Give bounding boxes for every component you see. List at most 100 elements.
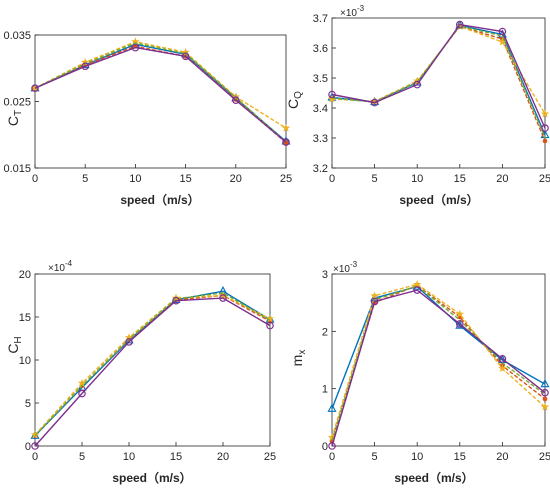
y-tick-label: 3.7 — [313, 13, 328, 25]
data-point-marker — [413, 286, 422, 294]
data-point-marker — [542, 138, 548, 144]
series-line — [34, 43, 287, 142]
data-point-marker — [265, 314, 275, 323]
y-axis-label: CT — [5, 110, 24, 126]
x-tick-label: 5 — [79, 451, 85, 463]
series-line — [331, 25, 546, 139]
y-tick-label: 10 — [19, 355, 31, 367]
series-line — [34, 297, 271, 447]
data-point-marker — [541, 388, 549, 397]
data-point-marker — [30, 430, 40, 439]
series-line — [34, 292, 271, 437]
y-tick-label: 3.2 — [313, 163, 328, 175]
x-tick-label: 15 — [454, 173, 466, 185]
multiplier-label: ×10-3 — [333, 260, 358, 275]
data-point-marker — [78, 389, 86, 398]
plot-area — [331, 17, 546, 169]
series-line — [331, 25, 546, 142]
data-point-marker — [540, 109, 550, 118]
x-tick-label: 20 — [230, 173, 242, 185]
data-point-marker — [77, 378, 87, 387]
x-tick-label: 5 — [372, 173, 378, 185]
series-line — [331, 23, 546, 129]
y-tick-label: 0 — [25, 441, 31, 453]
x-tick-label: 25 — [539, 173, 550, 185]
data-point-marker — [370, 291, 379, 300]
y-tick-label: 3.6 — [313, 43, 328, 55]
y-tick-label: 3.5 — [313, 73, 328, 85]
y-tick-label: 0 — [322, 441, 328, 453]
plot-area — [34, 34, 287, 169]
data-point-marker — [498, 364, 507, 373]
y-tick-label: 0.035 — [3, 30, 31, 42]
data-point-marker — [181, 52, 190, 61]
x-tick-label: 0 — [32, 451, 38, 463]
data-point-marker — [81, 57, 90, 66]
chart-mx: ×10-3 speed（m/s） mx 0 5 10 15 20 25 0 1 2 3 — [289, 260, 550, 485]
data-point-marker — [498, 27, 507, 36]
multiplier-label: ×10-4 — [48, 259, 73, 274]
x-tick-label: 0 — [329, 451, 335, 463]
x-axis-label: speed（m/s） — [112, 470, 191, 485]
data-point-marker — [413, 80, 422, 89]
data-point-marker — [232, 96, 240, 104]
data-point-marker — [455, 320, 464, 328]
data-point-marker — [498, 37, 507, 46]
y-tick-label: 5 — [25, 398, 31, 410]
x-tick-label: 20 — [217, 451, 229, 463]
data-point-marker — [455, 22, 464, 30]
x-tick-label: 0 — [329, 173, 335, 185]
x-tick-label: 25 — [280, 173, 292, 185]
data-point-marker — [81, 62, 90, 71]
y-axis-label: mx — [289, 350, 308, 367]
data-point-marker — [281, 123, 291, 132]
y-tick-label: 2 — [322, 326, 328, 338]
x-axis-label: speed（m/s） — [394, 470, 473, 485]
data-point-marker — [327, 433, 337, 441]
x-tick-label: 10 — [129, 173, 141, 185]
data-point-marker — [328, 90, 336, 99]
data-point-marker — [370, 297, 379, 306]
data-point-marker — [327, 403, 337, 412]
chart-ch: ×10-4 speed（m/s） CH 0 5 10 15 20 25 0 5 10 15 20 — [5, 259, 276, 485]
data-point-marker — [131, 37, 140, 46]
data-point-marker — [542, 396, 548, 402]
x-tick-label: 10 — [411, 173, 423, 185]
data-point-marker — [266, 321, 274, 330]
data-point-marker — [125, 338, 133, 346]
x-tick-label: 25 — [264, 451, 276, 463]
data-point-marker — [540, 402, 550, 411]
y-axis-label: CQ — [285, 91, 304, 109]
x-axis-label: speed（m/s） — [399, 192, 478, 207]
y-tick-label: 3 — [322, 269, 328, 281]
series-line — [34, 294, 271, 436]
chart-ct: speed（m/s） CT 0 5 10 15 20 25 0.015 0.025 0.035 — [3, 30, 292, 207]
x-tick-label: 10 — [411, 451, 423, 463]
series-line — [331, 283, 546, 438]
data-point-marker — [219, 294, 227, 302]
data-point-marker — [413, 76, 422, 85]
data-point-marker — [370, 97, 379, 105]
x-tick-label: 15 — [179, 173, 191, 185]
y-tick-label: 0.025 — [3, 97, 31, 109]
data-point-marker — [31, 84, 39, 93]
x-tick-label: 20 — [496, 173, 508, 185]
y-tick-label: 15 — [19, 312, 31, 324]
y-tick-label: 3.4 — [313, 103, 328, 115]
data-point-marker — [124, 333, 134, 342]
x-tick-label: 5 — [372, 451, 378, 463]
data-point-marker — [541, 124, 549, 132]
series-line — [34, 42, 287, 143]
x-tick-label: 5 — [82, 173, 88, 185]
data-point-marker — [172, 296, 180, 305]
x-axis-label: speed（m/s） — [120, 192, 199, 207]
y-tick-label: 3.3 — [313, 133, 328, 145]
multiplier-label: ×10-3 — [340, 4, 365, 19]
series-line — [331, 289, 546, 447]
x-tick-label: 25 — [539, 451, 550, 463]
x-tick-label: 20 — [496, 451, 508, 463]
plot-area — [34, 273, 271, 447]
series-line — [34, 46, 287, 143]
x-tick-label: 15 — [454, 451, 466, 463]
